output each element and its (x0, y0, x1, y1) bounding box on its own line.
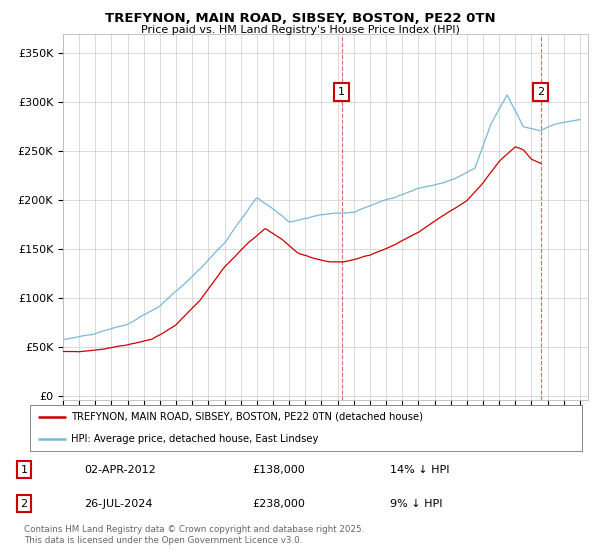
Text: 14% ↓ HPI: 14% ↓ HPI (390, 465, 449, 475)
Text: 02-APR-2012: 02-APR-2012 (84, 465, 156, 475)
Text: 2: 2 (20, 499, 28, 509)
Text: TREFYNON, MAIN ROAD, SIBSEY, BOSTON, PE22 0TN: TREFYNON, MAIN ROAD, SIBSEY, BOSTON, PE2… (104, 12, 496, 25)
Text: 1: 1 (338, 87, 345, 97)
Text: 1: 1 (20, 465, 28, 475)
Text: 26-JUL-2024: 26-JUL-2024 (84, 499, 152, 509)
Text: £238,000: £238,000 (252, 499, 305, 509)
Text: TREFYNON, MAIN ROAD, SIBSEY, BOSTON, PE22 0TN (detached house): TREFYNON, MAIN ROAD, SIBSEY, BOSTON, PE2… (71, 412, 424, 422)
Text: Price paid vs. HM Land Registry's House Price Index (HPI): Price paid vs. HM Land Registry's House … (140, 25, 460, 35)
Text: £138,000: £138,000 (252, 465, 305, 475)
Text: 2: 2 (537, 87, 544, 97)
Text: 9% ↓ HPI: 9% ↓ HPI (390, 499, 443, 509)
Text: HPI: Average price, detached house, East Lindsey: HPI: Average price, detached house, East… (71, 434, 319, 444)
Text: Contains HM Land Registry data © Crown copyright and database right 2025.
This d: Contains HM Land Registry data © Crown c… (24, 525, 364, 545)
